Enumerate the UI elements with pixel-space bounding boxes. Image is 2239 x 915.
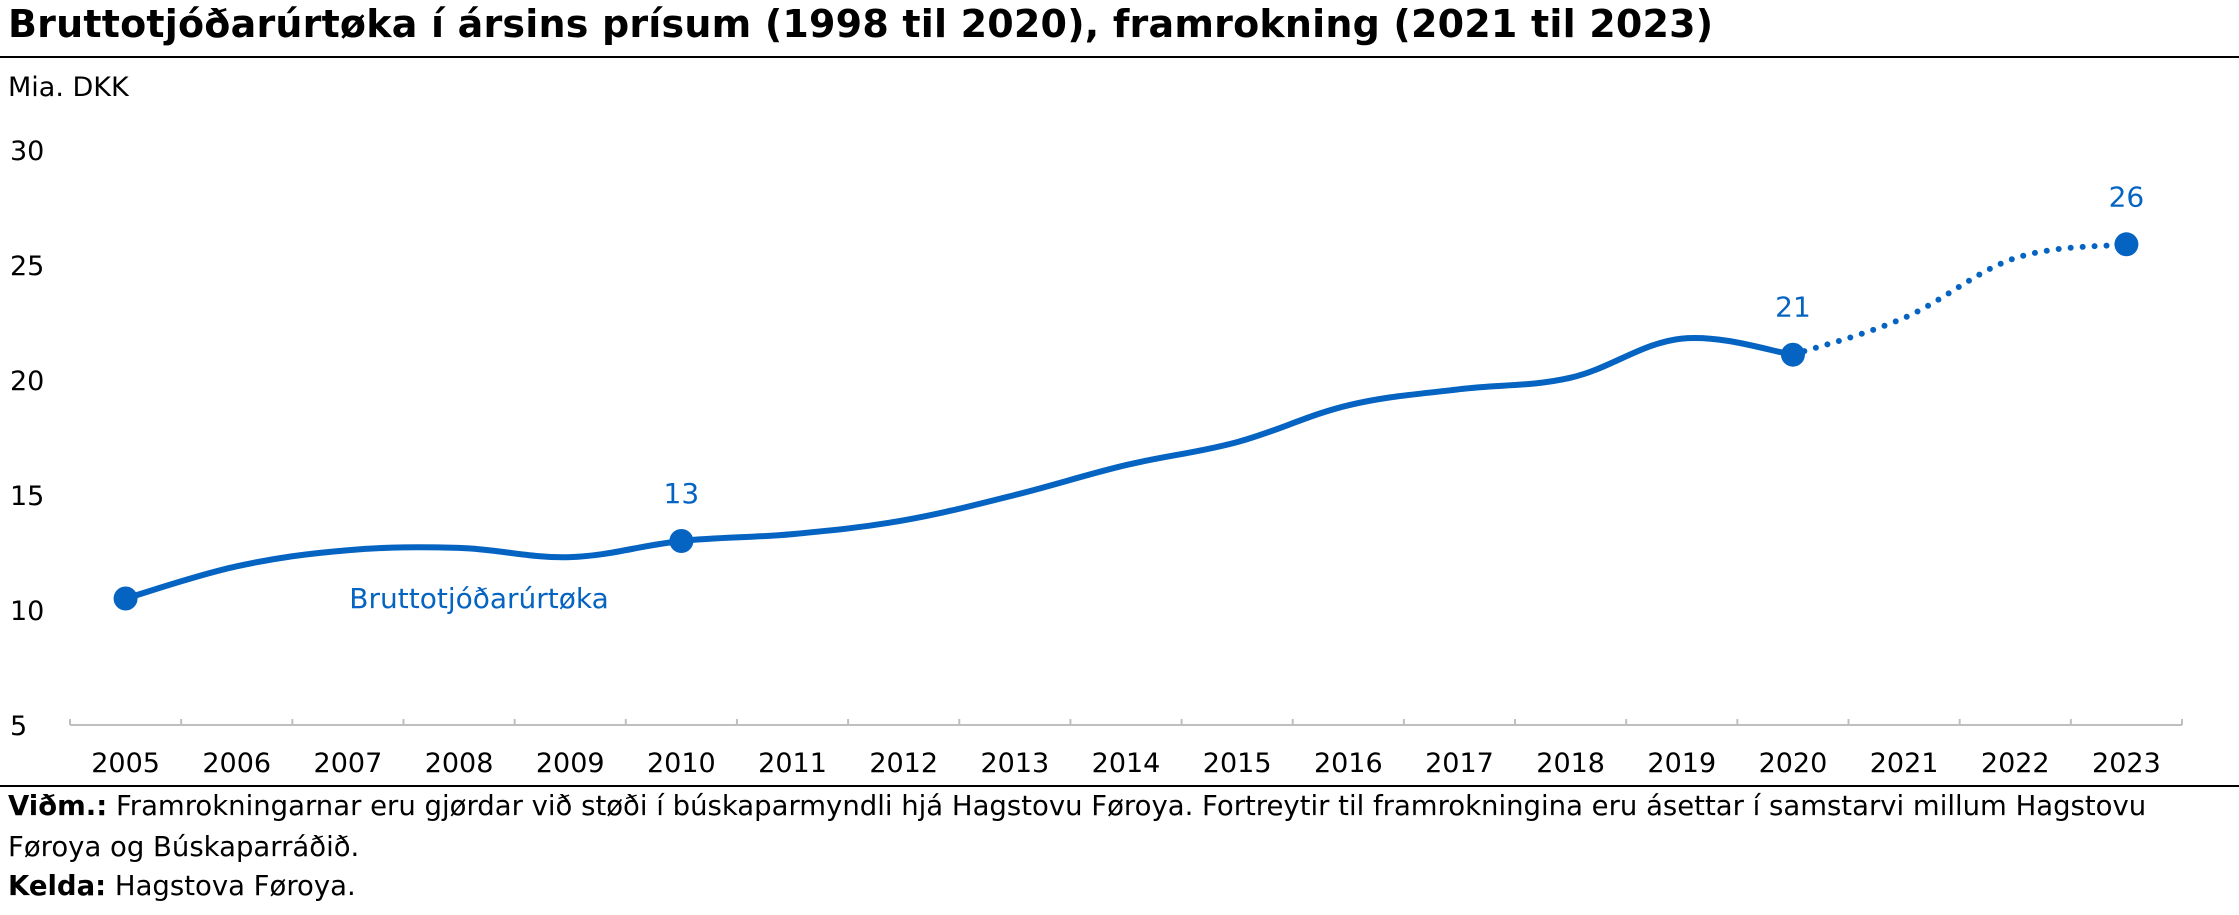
title-divider [0, 56, 2239, 58]
data-point-marker [1780, 342, 1805, 367]
footnote: Viðm.: Framrokningarnar eru gjørdar við … [8, 786, 2218, 868]
y-tick-label: 25 [10, 251, 44, 282]
x-tick-label: 2015 [1203, 748, 1272, 779]
data-label: 26 [2109, 180, 2145, 213]
x-tick-label: 2023 [2092, 748, 2161, 779]
x-tick-label: 2017 [1425, 748, 1494, 779]
source-label: Kelda: [8, 870, 107, 902]
x-tick-label: 2007 [314, 748, 383, 779]
series-label: Bruttotjóðarúrtøka [349, 582, 609, 615]
x-tick-label: 2022 [1981, 748, 2050, 779]
x-tick-label: 2011 [758, 748, 827, 779]
source-text: Hagstova Føroya. [106, 870, 356, 902]
y-tick-label: 10 [10, 596, 44, 627]
data-label: 13 [664, 477, 700, 510]
y-tick-label: 5 [10, 711, 27, 742]
x-tick-label: 2005 [91, 748, 160, 779]
x-tick-label: 2008 [425, 748, 494, 779]
data-label: 21 [1775, 291, 1811, 324]
x-tick-label: 2021 [1870, 748, 1939, 779]
source-note: Kelda: Hagstova Føroya. [8, 868, 356, 904]
data-point-marker [113, 586, 138, 611]
footnote-label: Viðm.: [8, 790, 108, 822]
x-tick-label: 2006 [202, 748, 271, 779]
y-tick-label: 30 [10, 136, 44, 167]
series-line-actual [122, 334, 1796, 602]
x-tick-label: 2012 [869, 748, 938, 779]
footer-divider [0, 785, 2239, 787]
y-axis-unit-label: Mia. DKK [8, 72, 129, 103]
x-tick-label: 2009 [536, 748, 605, 779]
x-tick-label: 2019 [1647, 748, 1716, 779]
data-point-marker [669, 529, 694, 553]
series-line-projection [1789, 241, 2130, 358]
x-tick-label: 2013 [980, 748, 1049, 779]
footnote-text: Framrokningarnar eru gjørdar við støði í… [8, 790, 2147, 863]
x-tick-label: 2014 [1092, 748, 1161, 779]
x-tick-label: 2020 [1759, 748, 1828, 779]
chart-title: Bruttotjóðarúrtøka í ársins prísum (1998… [8, 2, 1714, 46]
x-tick-label: 2018 [1536, 748, 1605, 779]
y-tick-label: 20 [10, 366, 44, 397]
line-chart: 5 10 15 20 25 30 2005 2006 2007 2008 2009 2010 2011 2… [10, 136, 2183, 779]
x-tick-label: 2010 [647, 748, 716, 779]
x-tick-label: 2016 [1314, 748, 1383, 779]
y-tick-label: 15 [10, 481, 44, 512]
data-point-marker [2114, 232, 2139, 257]
